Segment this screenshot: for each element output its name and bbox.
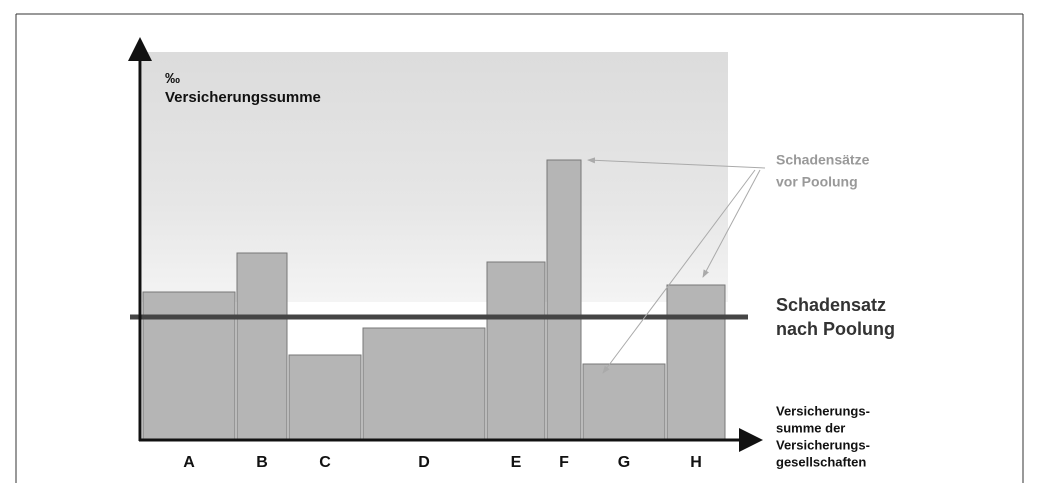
x-tick-label: D <box>418 454 430 471</box>
pooled-label: Schadensatz <box>776 295 886 315</box>
x-label: Versicherungs- <box>776 403 870 418</box>
x-label: Versicherungs- <box>776 437 870 452</box>
y-label: Versicherungssumme <box>165 89 321 106</box>
x-tick-label: H <box>690 454 702 471</box>
bar <box>143 292 235 440</box>
bar <box>547 160 581 440</box>
bar <box>487 262 545 440</box>
x-tick-label: G <box>618 454 630 471</box>
x-tick-label: F <box>559 454 569 471</box>
annotation: vor Poolung <box>776 174 858 190</box>
bar <box>363 328 485 440</box>
x-tick-label: C <box>319 454 331 471</box>
bar <box>237 253 287 440</box>
bar <box>289 355 361 440</box>
chart: ‰ Versicherungssumme Schadensätze vor Po… <box>0 0 1040 483</box>
x-tick-label: B <box>256 454 268 471</box>
annotation: Schadensätze <box>776 152 870 168</box>
y-label: ‰ <box>165 70 180 87</box>
pooled-label: nach Poolung <box>776 319 895 339</box>
x-tick-label: E <box>511 454 522 471</box>
bar <box>667 285 725 440</box>
x-label: gesellschaften <box>776 454 866 469</box>
bar <box>583 364 665 440</box>
x-tick-label: A <box>183 454 195 471</box>
x-label: summe der <box>776 420 845 435</box>
